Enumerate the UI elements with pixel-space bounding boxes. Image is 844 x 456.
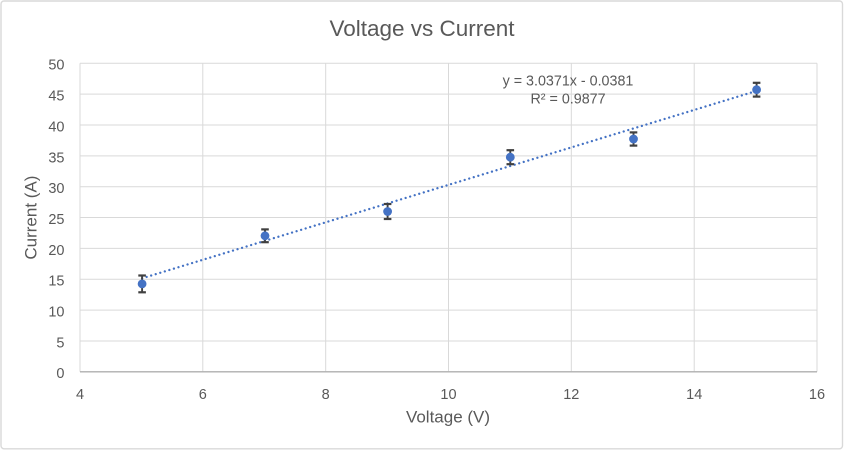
svg-text:4: 4 (76, 387, 84, 403)
svg-text:y = 3.0371x - 0.0381: y = 3.0371x - 0.0381 (503, 73, 634, 89)
svg-text:0: 0 (56, 366, 64, 382)
svg-text:12: 12 (563, 387, 579, 403)
svg-text:20: 20 (48, 243, 64, 259)
svg-text:10: 10 (440, 387, 456, 403)
svg-text:8: 8 (322, 387, 330, 403)
svg-text:R² = 0.9877: R² = 0.9877 (530, 92, 605, 108)
svg-text:10: 10 (48, 305, 64, 321)
svg-text:16: 16 (809, 387, 825, 403)
svg-text:50: 50 (48, 58, 64, 74)
svg-text:30: 30 (48, 181, 64, 197)
svg-text:Current (A): Current (A) (22, 176, 41, 260)
svg-text:14: 14 (686, 387, 702, 403)
svg-text:40: 40 (48, 119, 64, 135)
svg-text:6: 6 (199, 387, 207, 403)
svg-text:5: 5 (56, 335, 64, 351)
svg-text:35: 35 (48, 150, 64, 166)
svg-text:15: 15 (48, 274, 64, 290)
svg-text:25: 25 (48, 212, 64, 228)
svg-text:Voltage vs Current: Voltage vs Current (329, 16, 515, 41)
svg-text:Voltage (V): Voltage (V) (406, 408, 490, 427)
svg-text:45: 45 (48, 89, 64, 105)
